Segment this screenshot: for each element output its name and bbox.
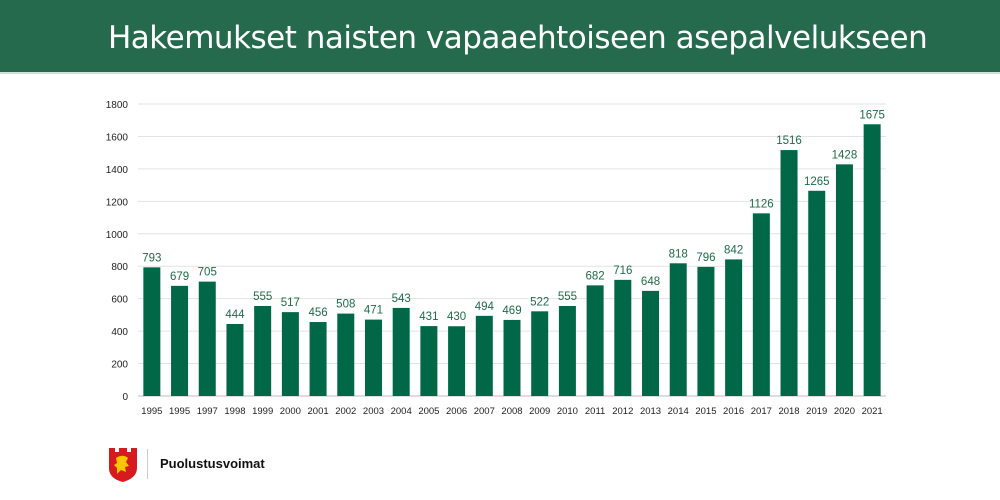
data-label: 648 xyxy=(641,276,660,288)
bar xyxy=(752,213,770,396)
x-tick-label: 2006 xyxy=(446,406,467,417)
data-label: 1428 xyxy=(832,149,858,161)
x-tick-label: 2019 xyxy=(806,406,827,417)
bar xyxy=(669,263,687,396)
bar xyxy=(835,164,853,396)
bar xyxy=(531,311,549,396)
x-tick-label: 2002 xyxy=(335,406,356,417)
data-label: 796 xyxy=(696,252,715,264)
x-tick-label: 2020 xyxy=(834,406,855,417)
y-tick-label: 1600 xyxy=(106,132,129,143)
data-label: 430 xyxy=(447,311,466,323)
x-tick-label: 1995 xyxy=(141,406,162,417)
bar xyxy=(309,322,327,396)
bar xyxy=(420,326,438,396)
header-banner: Hakemukset naisten vapaaehtoiseen asepal… xyxy=(0,0,1000,74)
y-tick-label: 1200 xyxy=(106,197,129,208)
data-label: 555 xyxy=(253,291,272,303)
y-tick-label: 0 xyxy=(122,392,128,403)
bar xyxy=(364,319,382,396)
bar xyxy=(254,305,272,396)
x-tick-label: 2009 xyxy=(529,406,550,417)
data-label: 705 xyxy=(198,267,217,279)
bar xyxy=(337,313,355,396)
bar xyxy=(558,305,576,396)
x-tick-label: 2013 xyxy=(640,406,661,417)
y-tick-label: 200 xyxy=(111,360,128,371)
page-title: Hakemukset naisten vapaaehtoiseen asepal… xyxy=(108,20,928,56)
data-label: 469 xyxy=(502,305,521,317)
data-label: 1126 xyxy=(749,198,774,210)
y-tick-label: 400 xyxy=(111,327,128,338)
x-tick-label: 2005 xyxy=(418,406,439,417)
bar xyxy=(863,124,881,397)
bar xyxy=(143,267,161,396)
data-label: 842 xyxy=(724,244,743,256)
x-tick-label: 1999 xyxy=(252,406,273,417)
y-tick-label: 1800 xyxy=(106,100,129,111)
data-label: 682 xyxy=(586,270,605,282)
data-label: 508 xyxy=(336,299,355,311)
x-tick-label: 2008 xyxy=(501,406,522,417)
data-label: 471 xyxy=(364,305,383,317)
x-tick-label: 2012 xyxy=(612,406,633,417)
x-tick-label: 1997 xyxy=(197,406,218,417)
bar xyxy=(725,259,743,396)
bar xyxy=(697,266,715,396)
x-tick-label: 2003 xyxy=(363,406,384,417)
bar xyxy=(281,312,299,396)
x-tick-label: 2015 xyxy=(695,406,716,417)
x-tick-label: 2021 xyxy=(862,406,883,417)
bar xyxy=(226,323,244,396)
x-tick-label: 1995 xyxy=(169,406,190,417)
x-tick-label: 2007 xyxy=(474,406,495,417)
bar xyxy=(448,326,466,396)
data-label: 679 xyxy=(170,271,189,283)
y-tick-label: 600 xyxy=(111,295,128,306)
x-tick-label: 2018 xyxy=(778,406,799,417)
bar xyxy=(642,290,660,396)
x-tick-label: 2010 xyxy=(557,406,578,417)
coat-of-arms-logo xyxy=(109,448,137,482)
logo-divider xyxy=(147,449,148,479)
data-label: 1516 xyxy=(776,135,802,147)
y-tick-label: 800 xyxy=(111,262,128,273)
y-tick-label: 1000 xyxy=(106,230,129,241)
bar xyxy=(475,315,493,396)
bar xyxy=(586,285,604,396)
x-tick-label: 2014 xyxy=(668,406,689,417)
bar xyxy=(198,281,216,396)
data-label: 494 xyxy=(475,301,495,313)
x-tick-label: 2000 xyxy=(280,406,301,417)
x-tick-label: 1998 xyxy=(224,406,245,417)
x-tick-label: 2001 xyxy=(308,406,329,417)
data-label: 1265 xyxy=(804,176,830,188)
data-label: 818 xyxy=(669,248,688,260)
x-tick-label: 2017 xyxy=(751,406,772,417)
x-tick-label: 2011 xyxy=(585,406,605,417)
data-label: 431 xyxy=(419,311,438,323)
data-label: 1675 xyxy=(859,109,885,121)
bar xyxy=(780,150,798,396)
data-label: 456 xyxy=(308,307,327,319)
x-tick-label: 2004 xyxy=(391,406,412,417)
data-label: 444 xyxy=(225,309,245,321)
data-label: 543 xyxy=(392,293,411,305)
bar xyxy=(503,319,521,396)
bar xyxy=(392,307,410,396)
data-label: 522 xyxy=(530,296,549,308)
bar xyxy=(614,279,632,396)
bar xyxy=(171,285,189,396)
data-label: 555 xyxy=(558,291,577,303)
y-tick-label: 1400 xyxy=(106,165,129,176)
data-label: 793 xyxy=(142,252,161,264)
data-label: 517 xyxy=(281,297,300,309)
x-tick-label: 2016 xyxy=(723,406,744,417)
bar xyxy=(808,190,826,396)
data-label: 716 xyxy=(613,265,632,277)
brand-name: Puolustusvoimat xyxy=(160,456,265,471)
